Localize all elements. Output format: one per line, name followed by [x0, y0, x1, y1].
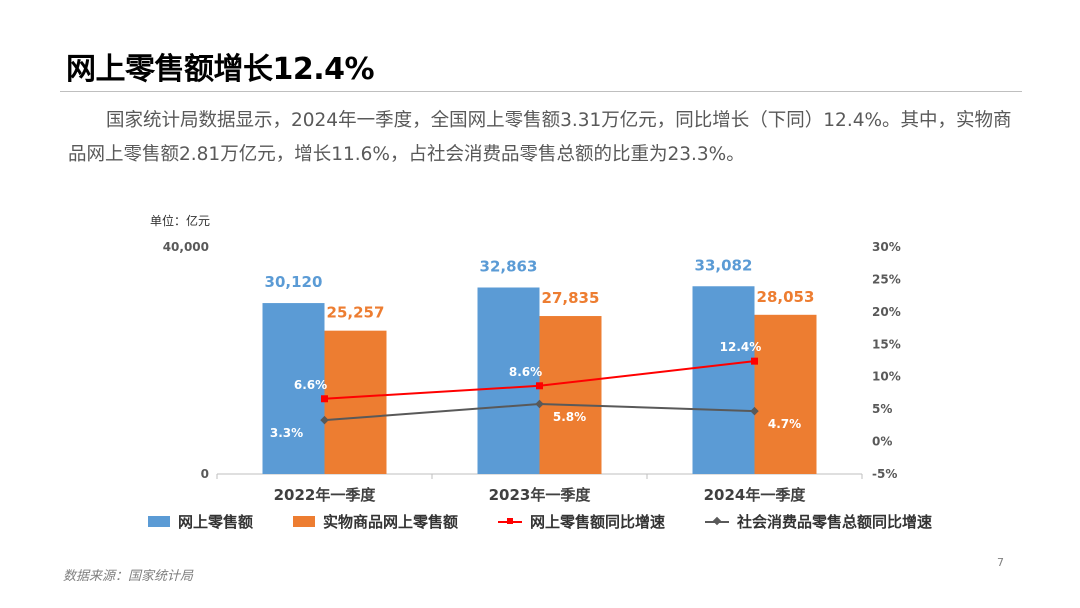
point-social-growth [535, 399, 544, 409]
bar-online-retail [477, 287, 540, 474]
bars [262, 286, 817, 474]
data-label-online-retail: 32,863 [480, 258, 538, 276]
point-online-growth [751, 357, 758, 365]
bar-physical-goods [754, 314, 817, 474]
data-label-online-retail: 30,120 [265, 273, 323, 291]
legend-label-online-growth: 网上零售额同比增速 [530, 512, 666, 531]
bar-online-retail [262, 303, 325, 474]
y-right-tick-label: 0% [872, 435, 892, 449]
bar-physical-goods [324, 330, 387, 474]
point-online-growth [536, 382, 543, 390]
legend-swatch-social-growth [705, 516, 730, 527]
legend-item-physical-goods: 实物商品网上零售额 [293, 511, 458, 532]
legend-label-online-retail: 网上零售额 [178, 512, 254, 531]
axes: 2022年一季度 2023年一季度 2024年一季度 0 40,000 -5% 0% 5% 10… [163, 240, 901, 504]
y-right-tick-label: 20% [872, 305, 901, 319]
legend-item-online-growth: 网上零售额同比增速 [498, 511, 665, 532]
chart-legend: 网上零售额 实物商品网上零售额 网上零售额同比增速 社会消费品零售总额同比增速 [148, 510, 932, 532]
y-right-tick-label: 25% [872, 272, 901, 286]
data-label-physical-goods: 27,835 [542, 289, 600, 307]
data-label-online-growth: 8.6% [509, 365, 542, 379]
legend-swatch-online-growth [498, 516, 523, 527]
data-label-online-growth: 6.6% [294, 378, 327, 392]
bar-online-retail [692, 286, 755, 474]
title-divider [60, 91, 1022, 92]
x-tick-label: 2024年一季度 [704, 486, 807, 504]
data-label-online-retail: 33,082 [695, 256, 753, 274]
page-number: 7 [997, 556, 1004, 569]
data-label-social-growth: 4.7% [768, 417, 801, 431]
y-left-tick-label: 0 [201, 467, 209, 481]
lines [320, 357, 759, 425]
y-right-tick-label: 5% [872, 402, 892, 416]
legend-swatch-online-retail [148, 515, 170, 527]
data-label-physical-goods: 28,053 [757, 288, 815, 306]
legend-swatch-physical-goods [293, 515, 316, 527]
data-label-physical-goods: 25,257 [327, 304, 385, 322]
y-left-tick-label: 40,000 [163, 240, 209, 254]
legend-label-physical-goods: 实物商品网上零售额 [323, 512, 459, 531]
data-label-online-growth: 12.4% [720, 340, 762, 354]
y-right-tick-label: -5% [872, 467, 897, 481]
unit-label: 单位：亿元 [150, 213, 210, 228]
y-right-tick-label: 10% [872, 370, 901, 384]
x-tick-label: 2022年一季度 [274, 486, 377, 504]
y-right-tick-label: 30% [872, 240, 901, 254]
legend-item-online-retail: 网上零售额 [148, 511, 253, 532]
point-social-growth [320, 415, 329, 425]
source-note: 数据来源：国家统计局 [63, 569, 194, 584]
x-tick-label: 2023年一季度 [489, 486, 592, 504]
point-online-growth [321, 395, 328, 403]
slide-title: 网上零售额增长12.4% [66, 52, 375, 87]
bar-physical-goods [539, 316, 602, 474]
summary-paragraph: 国家统计局数据显示，2024年一季度，全国网上零售额3.31万亿元，同比增长（下… [68, 110, 1012, 165]
data-label-social-growth: 5.8% [553, 410, 586, 424]
legend-label-social-growth: 社会消费品零售总额同比增速 [737, 512, 933, 531]
data-label-social-growth: 3.3% [270, 426, 303, 440]
y-right-tick-label: 15% [872, 337, 901, 351]
point-social-growth [750, 406, 759, 416]
legend-item-social-growth: 社会消费品零售总额同比增速 [705, 511, 932, 532]
